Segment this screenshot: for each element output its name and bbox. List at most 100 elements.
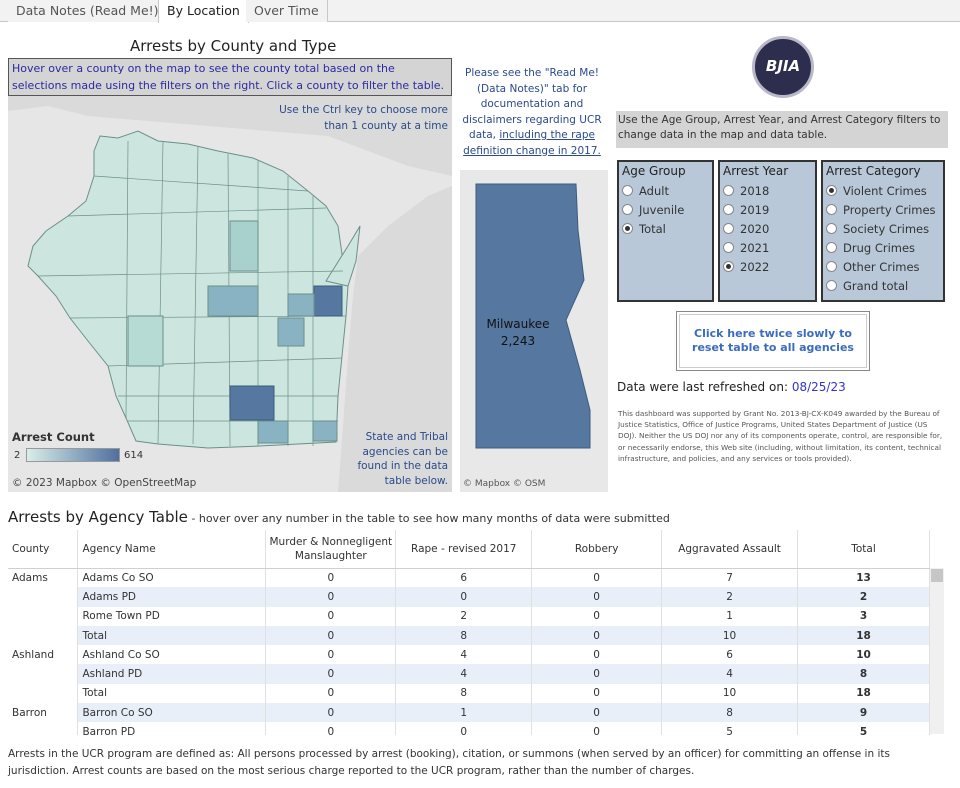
value-cell[interactable]: 0 bbox=[531, 606, 663, 626]
age-option-juvenile[interactable]: Juvenile bbox=[622, 200, 709, 219]
col-header[interactable]: Total bbox=[797, 530, 930, 569]
value-cell[interactable]: 0 bbox=[395, 722, 533, 735]
col-header[interactable]: County bbox=[8, 530, 79, 569]
radio-selected-icon[interactable] bbox=[723, 261, 734, 272]
value-cell[interactable]: 10 bbox=[661, 683, 799, 704]
category-option-drug[interactable]: Drug Crimes bbox=[826, 238, 940, 257]
map-credit[interactable]: © 2023 Mapbox © OpenStreetMap bbox=[12, 477, 197, 489]
table-row[interactable]: Barron Barron Co SO 0 1 0 8 9 bbox=[8, 703, 930, 723]
value-cell[interactable]: 4 bbox=[661, 664, 799, 684]
radio-selected-icon[interactable] bbox=[826, 185, 837, 196]
value-cell[interactable]: 0 bbox=[265, 645, 397, 665]
radio-icon[interactable] bbox=[622, 185, 633, 196]
table-row[interactable]: Ashland Ashland Co SO 0 4 0 6 10 bbox=[8, 645, 930, 665]
value-cell[interactable]: 8 bbox=[797, 664, 930, 684]
radio-icon[interactable] bbox=[826, 280, 837, 291]
radio-icon[interactable] bbox=[723, 242, 734, 253]
col-header[interactable]: Aggravated Assault bbox=[661, 530, 799, 569]
value-cell[interactable]: 0 bbox=[531, 722, 663, 735]
category-option-society[interactable]: Society Crimes bbox=[826, 219, 940, 238]
radio-icon[interactable] bbox=[723, 204, 734, 215]
county-map[interactable]: Use the Ctrl key to choose more than 1 c… bbox=[8, 96, 452, 492]
value-cell[interactable]: 0 bbox=[265, 722, 397, 735]
value-cell[interactable]: 0 bbox=[265, 683, 397, 704]
value-cell[interactable]: 13 bbox=[797, 568, 930, 588]
radio-icon[interactable] bbox=[826, 261, 837, 272]
category-option-violent[interactable]: Violent Crimes bbox=[826, 181, 940, 200]
value-cell[interactable]: 0 bbox=[531, 645, 663, 665]
radio-icon[interactable] bbox=[723, 223, 734, 234]
radio-icon[interactable] bbox=[622, 204, 633, 215]
category-option-property[interactable]: Property Crimes bbox=[826, 200, 940, 219]
value-cell[interactable]: 8 bbox=[395, 625, 533, 646]
value-cell[interactable]: 0 bbox=[531, 664, 663, 684]
value-cell[interactable]: 10 bbox=[661, 625, 799, 646]
value-cell[interactable]: 0 bbox=[265, 664, 397, 684]
value-cell[interactable]: 2 bbox=[661, 587, 799, 607]
tab-over-time[interactable]: Over Time bbox=[246, 0, 328, 22]
value-cell[interactable]: 5 bbox=[661, 722, 799, 735]
table-row[interactable]: Rome Town PD 0 2 0 1 3 bbox=[8, 606, 930, 626]
value-cell[interactable]: 0 bbox=[265, 568, 397, 588]
year-option-2019[interactable]: 2019 bbox=[723, 200, 812, 219]
radio-icon[interactable] bbox=[826, 242, 837, 253]
table-row[interactable]: Ashland PD 0 4 0 4 8 bbox=[8, 664, 930, 684]
map-canvas[interactable] bbox=[8, 96, 452, 492]
value-cell[interactable]: 1 bbox=[395, 703, 533, 723]
value-cell[interactable]: 3 bbox=[797, 606, 930, 626]
value-cell[interactable]: 4 bbox=[395, 645, 533, 665]
table-scroll-thumb[interactable] bbox=[931, 569, 943, 582]
value-cell[interactable]: 7 bbox=[661, 568, 799, 588]
value-cell[interactable]: 0 bbox=[265, 703, 397, 723]
table-row[interactable]: Adams Adams Co SO 0 6 0 7 13 bbox=[8, 568, 930, 588]
radio-icon[interactable] bbox=[723, 185, 734, 196]
value-cell[interactable]: 0 bbox=[395, 587, 533, 607]
year-option-2021[interactable]: 2021 bbox=[723, 238, 812, 257]
col-header[interactable]: Robbery bbox=[531, 530, 663, 569]
table-row[interactable]: Total 0 8 0 10 18 bbox=[8, 683, 930, 704]
value-cell[interactable]: 4 bbox=[395, 664, 533, 684]
category-option-grand-total[interactable]: Grand total bbox=[826, 276, 940, 295]
value-cell[interactable]: 18 bbox=[797, 683, 930, 704]
value-cell[interactable]: 5 bbox=[797, 722, 930, 735]
value-cell[interactable]: 1 bbox=[661, 606, 799, 626]
category-option-other[interactable]: Other Crimes bbox=[826, 257, 940, 276]
value-cell[interactable]: 0 bbox=[531, 587, 663, 607]
value-cell[interactable]: 0 bbox=[265, 587, 397, 607]
col-header[interactable]: Rape - revised 2017 bbox=[395, 530, 533, 569]
radio-icon[interactable] bbox=[826, 223, 837, 234]
value-cell[interactable]: 0 bbox=[531, 703, 663, 723]
value-cell[interactable]: 8 bbox=[661, 703, 799, 723]
table-row[interactable]: Adams PD 0 0 0 2 2 bbox=[8, 587, 930, 607]
year-option-2022[interactable]: 2022 bbox=[723, 257, 812, 276]
table-row[interactable]: Total 0 8 0 10 18 bbox=[8, 625, 930, 646]
milwaukee-map[interactable]: Milwaukee 2,243 © Mapbox © OSM bbox=[460, 170, 608, 492]
table-row[interactable]: Barron PD 0 0 0 5 5 bbox=[8, 722, 930, 735]
value-cell[interactable]: 9 bbox=[797, 703, 930, 723]
rape-definition-link[interactable]: including the rape definition change in … bbox=[463, 129, 601, 157]
tab-data-notes[interactable]: Data Notes (Read Me!) bbox=[8, 0, 168, 22]
value-cell[interactable]: 18 bbox=[797, 625, 930, 646]
value-cell[interactable]: 2 bbox=[797, 587, 930, 607]
radio-icon[interactable] bbox=[826, 204, 837, 215]
year-option-2018[interactable]: 2018 bbox=[723, 181, 812, 200]
age-option-total[interactable]: Total bbox=[622, 219, 709, 238]
value-cell[interactable]: 6 bbox=[395, 568, 533, 588]
radio-selected-icon[interactable] bbox=[622, 223, 633, 234]
value-cell[interactable]: 10 bbox=[797, 645, 930, 665]
table-scrollbar[interactable] bbox=[930, 568, 944, 734]
col-header[interactable]: Agency Name bbox=[77, 530, 267, 569]
value-cell[interactable]: 6 bbox=[661, 645, 799, 665]
reset-table-button[interactable]: Click here twice slowly to reset table t… bbox=[676, 311, 870, 371]
value-cell[interactable]: 0 bbox=[265, 606, 397, 626]
tab-by-location[interactable]: By Location bbox=[158, 0, 249, 23]
value-cell[interactable]: 0 bbox=[531, 625, 663, 646]
year-option-2020[interactable]: 2020 bbox=[723, 219, 812, 238]
milwaukee-map-credit[interactable]: © Mapbox © OSM bbox=[463, 479, 546, 489]
value-cell[interactable]: 2 bbox=[395, 606, 533, 626]
age-option-adult[interactable]: Adult bbox=[622, 181, 709, 200]
value-cell[interactable]: 0 bbox=[531, 568, 663, 588]
value-cell[interactable]: 0 bbox=[531, 683, 663, 704]
value-cell[interactable]: 8 bbox=[395, 683, 533, 704]
value-cell[interactable]: 0 bbox=[265, 625, 397, 646]
